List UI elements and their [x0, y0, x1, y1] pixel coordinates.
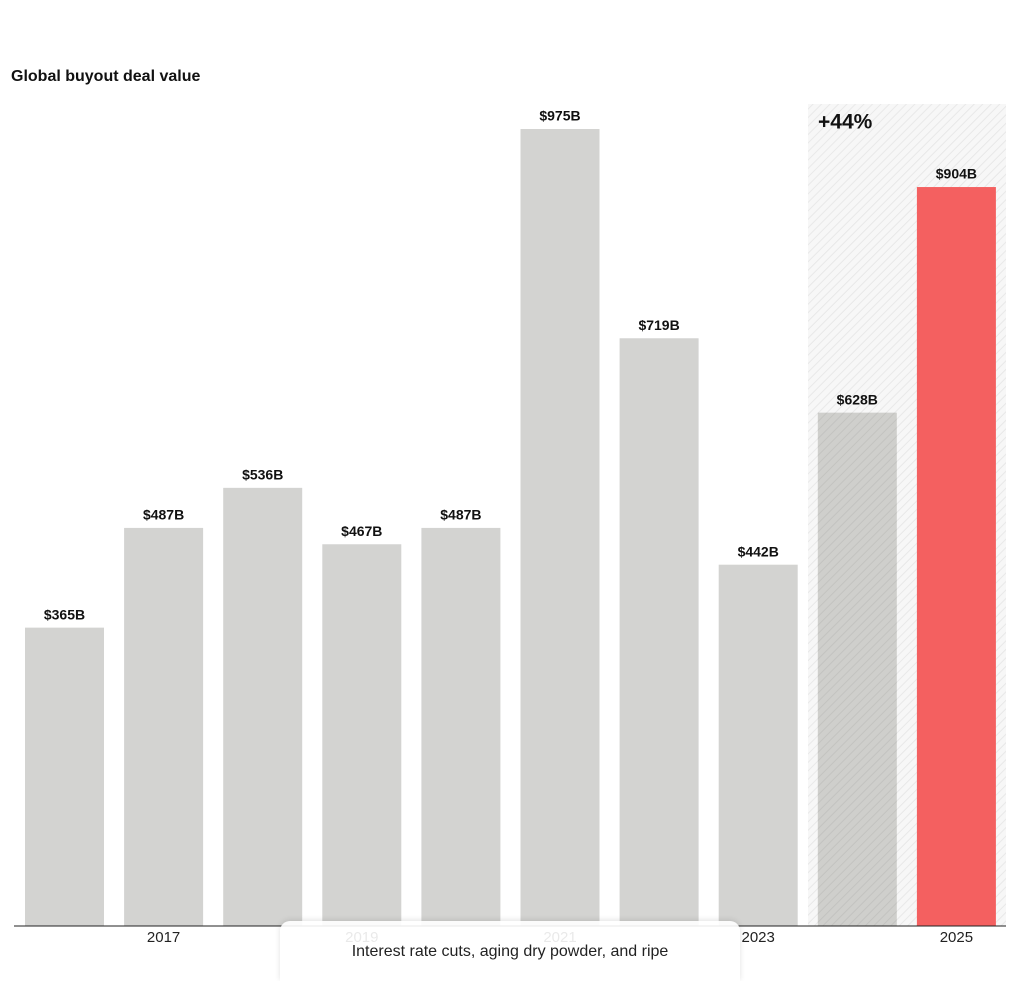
annotation: +44%: [818, 111, 873, 134]
chart: Global buyout deal value +44% $365B $487B…: [11, 68, 1006, 946]
value-label: $904B: [936, 166, 977, 182]
value-label: $719B: [638, 317, 679, 333]
value-label: $628B: [837, 391, 878, 407]
x-tick-label: 2017: [147, 929, 180, 946]
bar: [916, 187, 996, 926]
bar: [25, 627, 104, 926]
value-label: $442B: [738, 543, 779, 559]
bar: [520, 129, 600, 926]
value-label: $365B: [44, 606, 85, 622]
bar: [421, 527, 501, 926]
value-label: $467B: [341, 523, 382, 539]
bar: [124, 527, 204, 926]
bar: [322, 544, 402, 926]
chart-title: Global buyout deal value: [11, 68, 200, 85]
bar-hatch: [817, 412, 897, 926]
value-label: $975B: [539, 108, 580, 124]
page: Global buyout deal value +44% $365B $487B…: [11, 68, 1006, 960]
x-tick-label: 2025: [940, 929, 973, 946]
value-label: $487B: [143, 507, 184, 523]
bar: [619, 338, 699, 927]
value-label: $487B: [440, 507, 481, 523]
bar: [718, 564, 798, 926]
value-label: $536B: [242, 467, 283, 483]
popup[interactable]: Interest rate cuts, aging dry powder, an…: [280, 921, 740, 981]
bar: [223, 487, 303, 926]
x-tick-label: 2023: [742, 929, 775, 946]
